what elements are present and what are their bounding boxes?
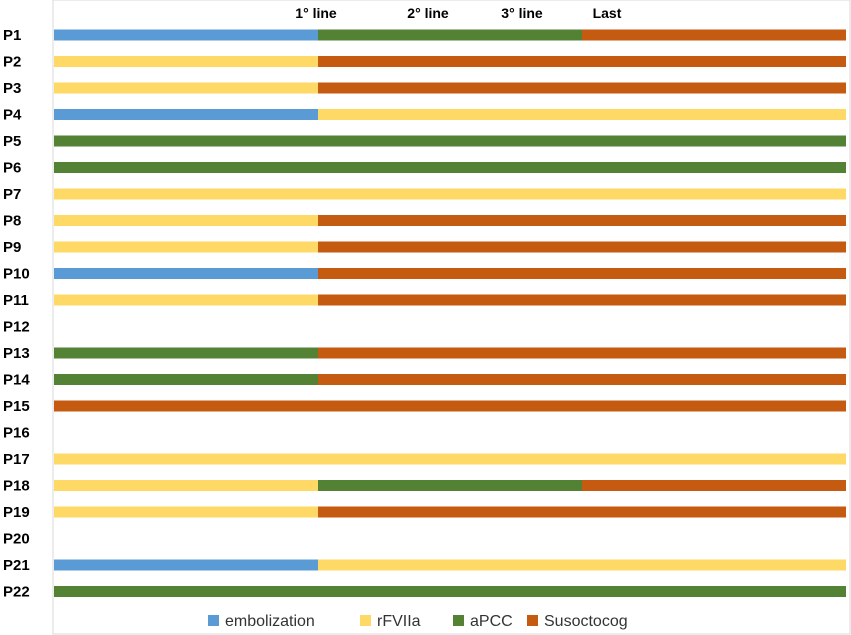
row-label-p13: P13	[3, 345, 30, 362]
bar-segment-p9-1-rfviia	[54, 241, 318, 253]
line-header-4: Last	[593, 5, 622, 21]
bar-segment-p13-2-susoctocog	[318, 347, 846, 359]
bar-segment-p5-1-apcc	[54, 135, 846, 147]
line-header-1: 1° line	[295, 5, 337, 21]
bar-segment-p13-1-apcc	[54, 347, 318, 359]
legend-swatch-apcc	[453, 615, 464, 626]
bar-segment-p17-1-rfviia	[54, 453, 846, 465]
bar-segment-p21-1-embolization	[54, 559, 318, 571]
bar-segment-p11-1-rfviia	[54, 294, 318, 306]
bar-segment-p1-1-embolization	[54, 29, 318, 41]
bar-segment-p3-1-rfviia	[54, 82, 318, 94]
legend-swatch-susoctocog	[527, 615, 538, 626]
bars-layer	[54, 29, 846, 597]
bar-segment-p4-2-rfviia	[318, 109, 846, 120]
bar-segment-p21-2-rfviia	[318, 559, 846, 571]
bar-segment-p7-1-rfviia	[54, 188, 846, 200]
bar-segment-p8-2-susoctocog	[318, 215, 846, 226]
bar-segment-p14-2-susoctocog	[318, 374, 846, 385]
line-header-3: 3° line	[501, 5, 543, 21]
legend-label-susoctocog: Susoctocog	[544, 613, 628, 630]
bar-segment-p19-2-susoctocog	[318, 506, 846, 518]
row-label-p15: P15	[3, 398, 30, 415]
legend-label-rfviia: rFVIIa	[377, 613, 421, 630]
bar-segment-p15-1-susoctocog	[54, 400, 846, 412]
legend: embolization rFVIIa aPCC Susoctocog	[208, 613, 628, 630]
legend-label-apcc: aPCC	[470, 613, 513, 630]
row-label-p10: P10	[3, 266, 30, 283]
row-label-p11: P11	[3, 292, 29, 309]
bar-segment-p18-2-apcc	[318, 480, 582, 491]
bar-segment-p22-1-apcc	[54, 586, 846, 597]
legend-swatch-rfviia	[360, 615, 371, 626]
bar-segment-p6-1-apcc	[54, 162, 846, 173]
bar-segment-p2-1-rfviia	[54, 56, 318, 67]
bar-segment-p11-2-susoctocog	[318, 294, 846, 306]
bar-segment-p1-3-susoctocog	[582, 29, 846, 41]
row-label-p17: P17	[3, 451, 30, 468]
bar-segment-p3-2-susoctocog	[318, 82, 846, 94]
bar-segment-p19-1-rfviia	[54, 506, 318, 518]
bar-segment-p18-1-rfviia	[54, 480, 318, 491]
row-labels: P1 P2 P3 P4 P5 P6 P7 P8 P9 P10 P11 P12 P13 P14 P15 P16 P…	[3, 27, 30, 601]
legend-swatch-embolization	[208, 615, 219, 626]
line-header-2: 2° line	[407, 5, 449, 21]
row-label-p1: P1	[3, 27, 21, 44]
bar-segment-p9-2-susoctocog	[318, 241, 846, 253]
bar-segment-p14-1-apcc	[54, 374, 318, 385]
bar-segment-p8-1-rfviia	[54, 215, 318, 226]
row-label-p6: P6	[3, 160, 21, 177]
bar-segment-p10-1-embolization	[54, 268, 318, 279]
line-headers: 1° line 2° line 3° line Last	[295, 5, 621, 21]
row-label-p22: P22	[3, 584, 30, 601]
row-label-p4: P4	[3, 107, 22, 124]
row-label-p8: P8	[3, 213, 21, 230]
bar-segment-p18-3-susoctocog	[582, 480, 846, 491]
row-label-p21: P21	[3, 557, 30, 574]
bar-segment-p2-2-susoctocog	[318, 56, 846, 67]
row-label-p7: P7	[3, 186, 21, 203]
legend-label-embolization: embolization	[225, 613, 315, 630]
bar-segment-p10-2-susoctocog	[318, 268, 846, 279]
row-label-p5: P5	[3, 133, 21, 150]
row-label-p12: P12	[3, 319, 30, 336]
plot-frame	[52, 0, 851, 635]
row-label-p2: P2	[3, 54, 21, 71]
row-label-p18: P18	[3, 478, 30, 495]
row-label-p16: P16	[3, 425, 30, 442]
row-label-p3: P3	[3, 80, 21, 97]
bar-segment-p4-1-embolization	[54, 109, 318, 120]
row-label-p14: P14	[3, 372, 30, 389]
row-label-p20: P20	[3, 531, 30, 548]
row-label-p9: P9	[3, 239, 21, 256]
row-label-p19: P19	[3, 504, 30, 521]
bar-segment-p1-2-apcc	[318, 29, 582, 41]
